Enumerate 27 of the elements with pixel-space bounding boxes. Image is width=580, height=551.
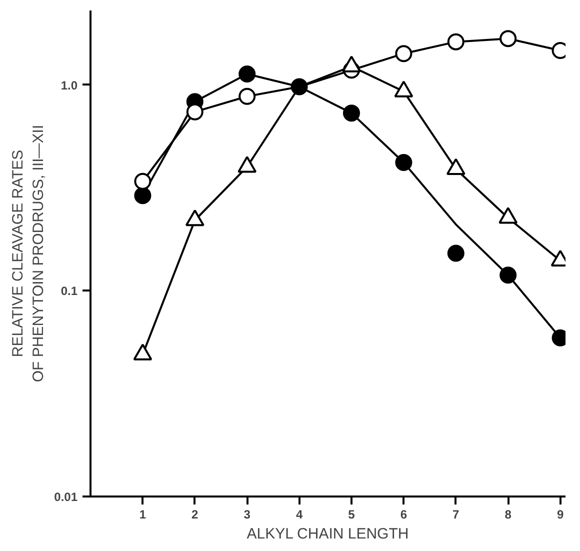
point: [447, 244, 464, 262]
y-axis-title: RELATIVE CLEAVAGE RATES OF PHENYTOIN PRODRUGS, III—XII: [10, 124, 48, 382]
point: [134, 187, 152, 204]
point: [395, 45, 412, 62]
point: [186, 103, 204, 120]
point: [395, 154, 412, 171]
point: [500, 266, 517, 284]
point: [238, 88, 256, 105]
point: [238, 66, 256, 82]
y-tick-label: 0.1: [60, 284, 78, 298]
point: [134, 172, 152, 190]
x-tick-label: 2: [192, 508, 199, 522]
x-tick-label: 5: [348, 508, 356, 522]
point: [500, 30, 517, 48]
x-tick-label: 3: [244, 508, 251, 522]
point: [342, 104, 360, 122]
x-axis-title: ALKYL CHAIN LENGTH: [246, 526, 409, 542]
x-tick-label: 6: [400, 508, 408, 522]
point: [290, 78, 308, 96]
x-tick-label: 7: [452, 508, 460, 522]
x-tick-label: 4: [296, 508, 303, 522]
x-tick-label: 1: [139, 508, 146, 522]
point: [447, 33, 464, 50]
y-tick-label: 1.0: [60, 78, 78, 92]
x-tick-label: 9: [556, 508, 564, 522]
x-tick-label: 8: [504, 508, 512, 522]
y-tick-label: 0.01: [54, 490, 78, 504]
